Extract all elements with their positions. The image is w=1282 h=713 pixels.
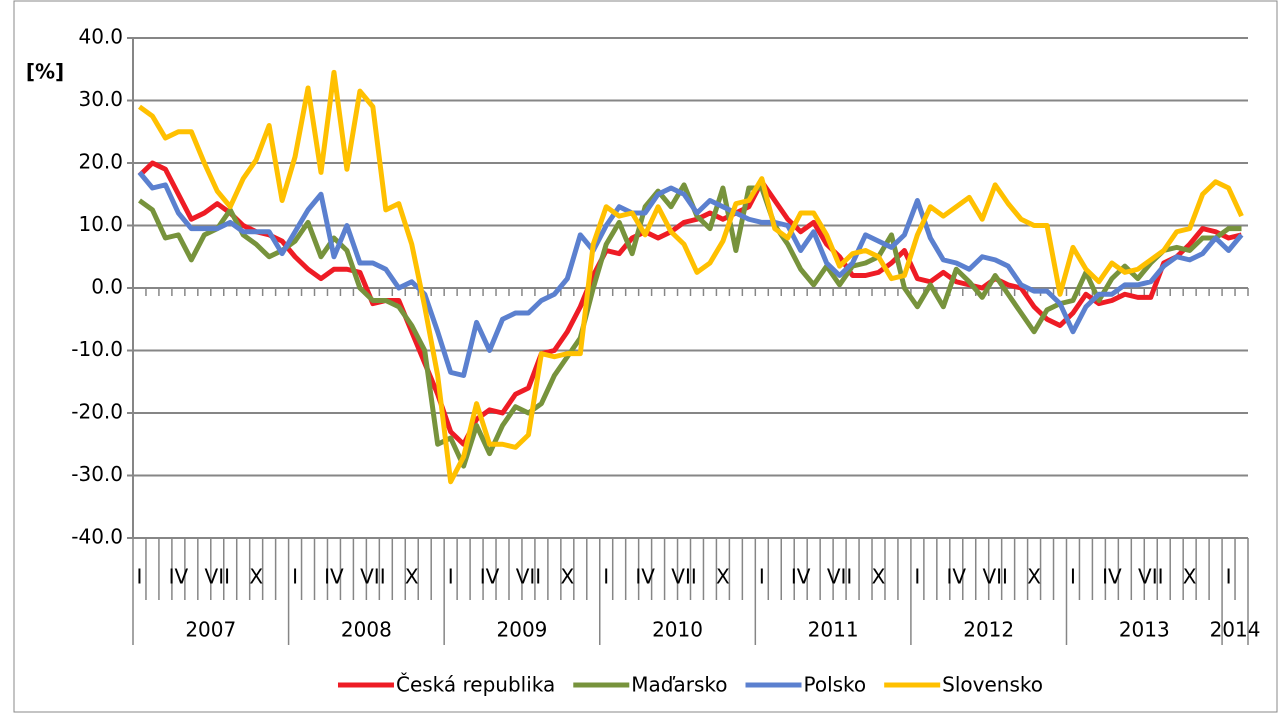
x-tick-label: X <box>1183 565 1197 589</box>
y-tick-label: -30.0 <box>71 462 123 486</box>
year-label: 2009 <box>497 618 548 642</box>
year-label: 2011 <box>808 618 859 642</box>
y-tick-label: 40.0 <box>78 25 123 49</box>
x-tick-label: VII <box>205 565 230 589</box>
x-tick-label: VII <box>982 565 1007 589</box>
year-label: 2010 <box>652 618 703 642</box>
legend-label: Maďarsko <box>631 673 727 697</box>
y-tick-label: -20.0 <box>71 400 123 424</box>
series-line <box>137 160 1243 447</box>
y-axis-label: [%] <box>26 60 64 84</box>
x-tick-label: VII <box>1138 565 1163 589</box>
x-tick-label: IV <box>1102 565 1122 589</box>
x-tick-label: VII <box>671 565 696 589</box>
series-line <box>137 170 1244 378</box>
year-label: 2008 <box>341 618 392 642</box>
x-tick-label: I <box>759 565 765 589</box>
x-tick-label: IV <box>791 565 811 589</box>
y-tick-label: -10.0 <box>71 337 123 361</box>
chart-frame <box>13 0 1278 713</box>
y-tick-label: -40.0 <box>71 525 123 549</box>
year-label: 2013 <box>1119 618 1170 642</box>
legend-label: Česká republika <box>396 673 555 697</box>
x-tick-label: IV <box>169 565 189 589</box>
x-tick-label: I <box>1226 565 1232 589</box>
legend-label: Polsko <box>804 673 867 697</box>
x-tick-label: I <box>603 565 609 589</box>
x-tick-label: X <box>560 565 574 589</box>
x-tick-label: X <box>249 565 263 589</box>
x-tick-label: VII <box>516 565 541 589</box>
x-tick-label: I <box>137 565 143 589</box>
y-tick-label: 20.0 <box>78 150 123 174</box>
x-tick-label: X <box>872 565 886 589</box>
y-tick-label: 30.0 <box>78 87 123 111</box>
year-label: 2012 <box>963 618 1014 642</box>
x-tick-label: X <box>716 565 730 589</box>
x-tick-label: VII <box>827 565 852 589</box>
x-tick-label: IV <box>635 565 655 589</box>
x-tick-label: I <box>292 565 298 589</box>
y-tick-label: 10.0 <box>78 212 123 236</box>
year-label: 2007 <box>185 618 236 642</box>
y-tick-label: 0.0 <box>91 275 123 299</box>
x-tick-label: X <box>405 565 419 589</box>
x-tick-label: IV <box>324 565 344 589</box>
legend-label: Slovensko <box>942 673 1043 697</box>
x-tick-label: I <box>448 565 454 589</box>
series-line <box>138 69 1244 485</box>
x-tick-label: I <box>1070 565 1076 589</box>
x-tick-label: IV <box>480 565 500 589</box>
x-tick-label: IV <box>946 565 966 589</box>
year-label: 2014 <box>1210 618 1261 642</box>
x-tick-label: VII <box>360 565 385 589</box>
x-tick-label: I <box>914 565 920 589</box>
x-tick-label: X <box>1027 565 1041 589</box>
